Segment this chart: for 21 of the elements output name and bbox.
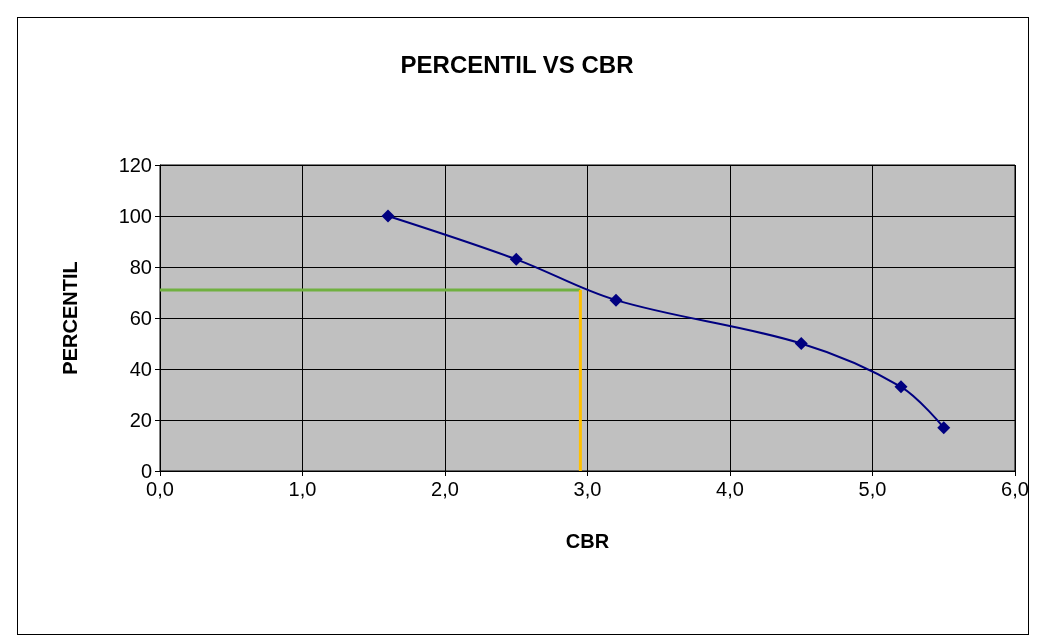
x-tick-label: 6,0 bbox=[1001, 478, 1029, 500]
point bbox=[509, 252, 523, 266]
point bbox=[794, 337, 808, 350]
y-tick-label: 60 bbox=[129, 307, 152, 329]
y-tick-label: 120 bbox=[118, 154, 152, 176]
y-tick-label: 100 bbox=[118, 205, 152, 227]
x-tick-label: 3,0 bbox=[573, 478, 602, 500]
y-tick-label: 20 bbox=[129, 409, 152, 431]
x-tick-label: 2,0 bbox=[431, 478, 459, 500]
chart-title: PERCENTIL VS CBR bbox=[400, 50, 634, 78]
x-tick-label: 1,0 bbox=[288, 478, 317, 500]
y-tick-label: 80 bbox=[129, 256, 152, 278]
point bbox=[381, 209, 395, 223]
point bbox=[894, 380, 908, 394]
x-tick-label: 5,0 bbox=[858, 478, 887, 500]
point bbox=[937, 421, 951, 435]
x-axis-title: CBR bbox=[565, 530, 610, 552]
y-tick-label: 40 bbox=[129, 358, 152, 380]
point bbox=[609, 293, 623, 307]
y-axis-title: PERCENTIL bbox=[59, 261, 81, 375]
x-tick-label: 4,0 bbox=[716, 478, 744, 500]
